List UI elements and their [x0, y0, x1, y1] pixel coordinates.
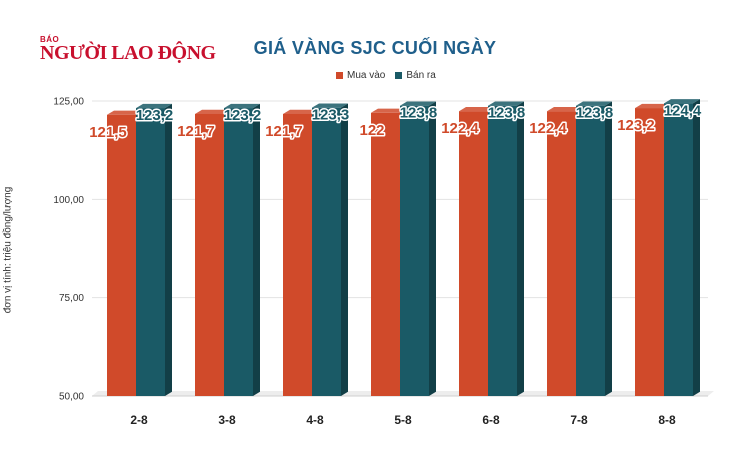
x-tick-label: 7-8 [570, 413, 588, 427]
bar-sell [224, 108, 253, 396]
bar-top-sell [136, 103, 172, 109]
x-tick-label: 2-8 [130, 413, 148, 427]
bar-top-sell [224, 103, 260, 109]
bar-top-buy [195, 109, 231, 114]
bar-side-sell [605, 101, 612, 397]
bar-sell [312, 107, 341, 396]
bar-buy [195, 113, 224, 396]
bar-top-sell [312, 103, 348, 108]
bar-top-sell [488, 101, 524, 106]
bar-top-buy [371, 108, 407, 113]
y-tick-label: 125,00 [53, 97, 84, 108]
y-tick-label: 100,00 [53, 195, 84, 206]
data-label-sell: 123,8 [400, 105, 438, 122]
data-label-buy: 122,4 [441, 120, 479, 137]
data-label-buy: 122,4 [529, 120, 567, 137]
data-label-sell: 123,2 [224, 107, 262, 124]
x-tick-label: 5-8 [394, 413, 412, 427]
bar-top-buy [107, 110, 143, 115]
bar-top-buy [547, 107, 583, 112]
newspaper-logo: BÁO NGƯỜI LAO ĐỘNG [40, 35, 216, 64]
bar-top-sell [576, 101, 612, 106]
bar-side-sell [253, 103, 260, 396]
x-tick-label: 3-8 [218, 413, 236, 427]
bar-sell [136, 108, 165, 396]
x-tick-label: 6-8 [482, 413, 500, 427]
bar-side-sell [341, 103, 348, 396]
data-label-buy: 121,5 [89, 124, 127, 141]
bar-sell [488, 105, 517, 396]
data-label-sell: 123,8 [576, 105, 614, 122]
data-label-sell: 123,2 [136, 107, 174, 124]
data-label-sell: 123,8 [488, 105, 526, 122]
bar-side-sell [693, 99, 700, 396]
chart-title: GIÁ VÀNG SJC CUỐI NGÀY [253, 38, 497, 58]
bar-buy [283, 113, 312, 396]
chart-legend: Mua vào Bán ra [336, 70, 436, 81]
bar-top-sell [664, 99, 700, 104]
y-tick-label: 75,00 [59, 293, 84, 304]
bar-top-sell [400, 101, 436, 106]
bar-side-sell [517, 101, 524, 397]
bar-buy [547, 111, 576, 396]
logo-small-text: BÁO [40, 35, 60, 44]
bar-top-buy [283, 109, 319, 114]
legend-swatch-sell [395, 72, 403, 79]
bar-sell [400, 105, 429, 396]
legend-item-sell: Bán ra [395, 70, 436, 81]
logo-main-text: NGƯỜI LAO ĐỘNG [40, 42, 216, 64]
legend-label-buy: Mua vào [347, 70, 386, 81]
bar-buy [107, 114, 136, 397]
bar-side-sell [429, 101, 436, 397]
legend-label-sell: Bán ra [406, 70, 436, 81]
data-label-sell: 124,4 [664, 102, 702, 119]
bar-sell [664, 103, 693, 397]
data-label-buy: 121,7 [177, 123, 215, 140]
bar-buy [635, 108, 664, 396]
bar-top-buy [635, 103, 671, 109]
y-tick-label: 50,00 [59, 392, 84, 403]
data-label-buy: 123,2 [617, 117, 655, 134]
legend-swatch-buy [336, 72, 343, 79]
data-label-buy: 122 [359, 122, 384, 139]
bar-sell [576, 105, 605, 396]
bar-side-sell [165, 103, 172, 396]
x-tick-label: 4-8 [306, 413, 324, 427]
bar-buy [371, 112, 400, 397]
data-label-sell: 123,3 [312, 107, 350, 124]
legend-item-buy: Mua vào [336, 70, 385, 81]
data-label-buy: 121,7 [265, 123, 303, 140]
x-tick-label: 8-8 [658, 413, 676, 427]
bar-buy [459, 111, 488, 396]
bar-top-buy [459, 107, 495, 112]
